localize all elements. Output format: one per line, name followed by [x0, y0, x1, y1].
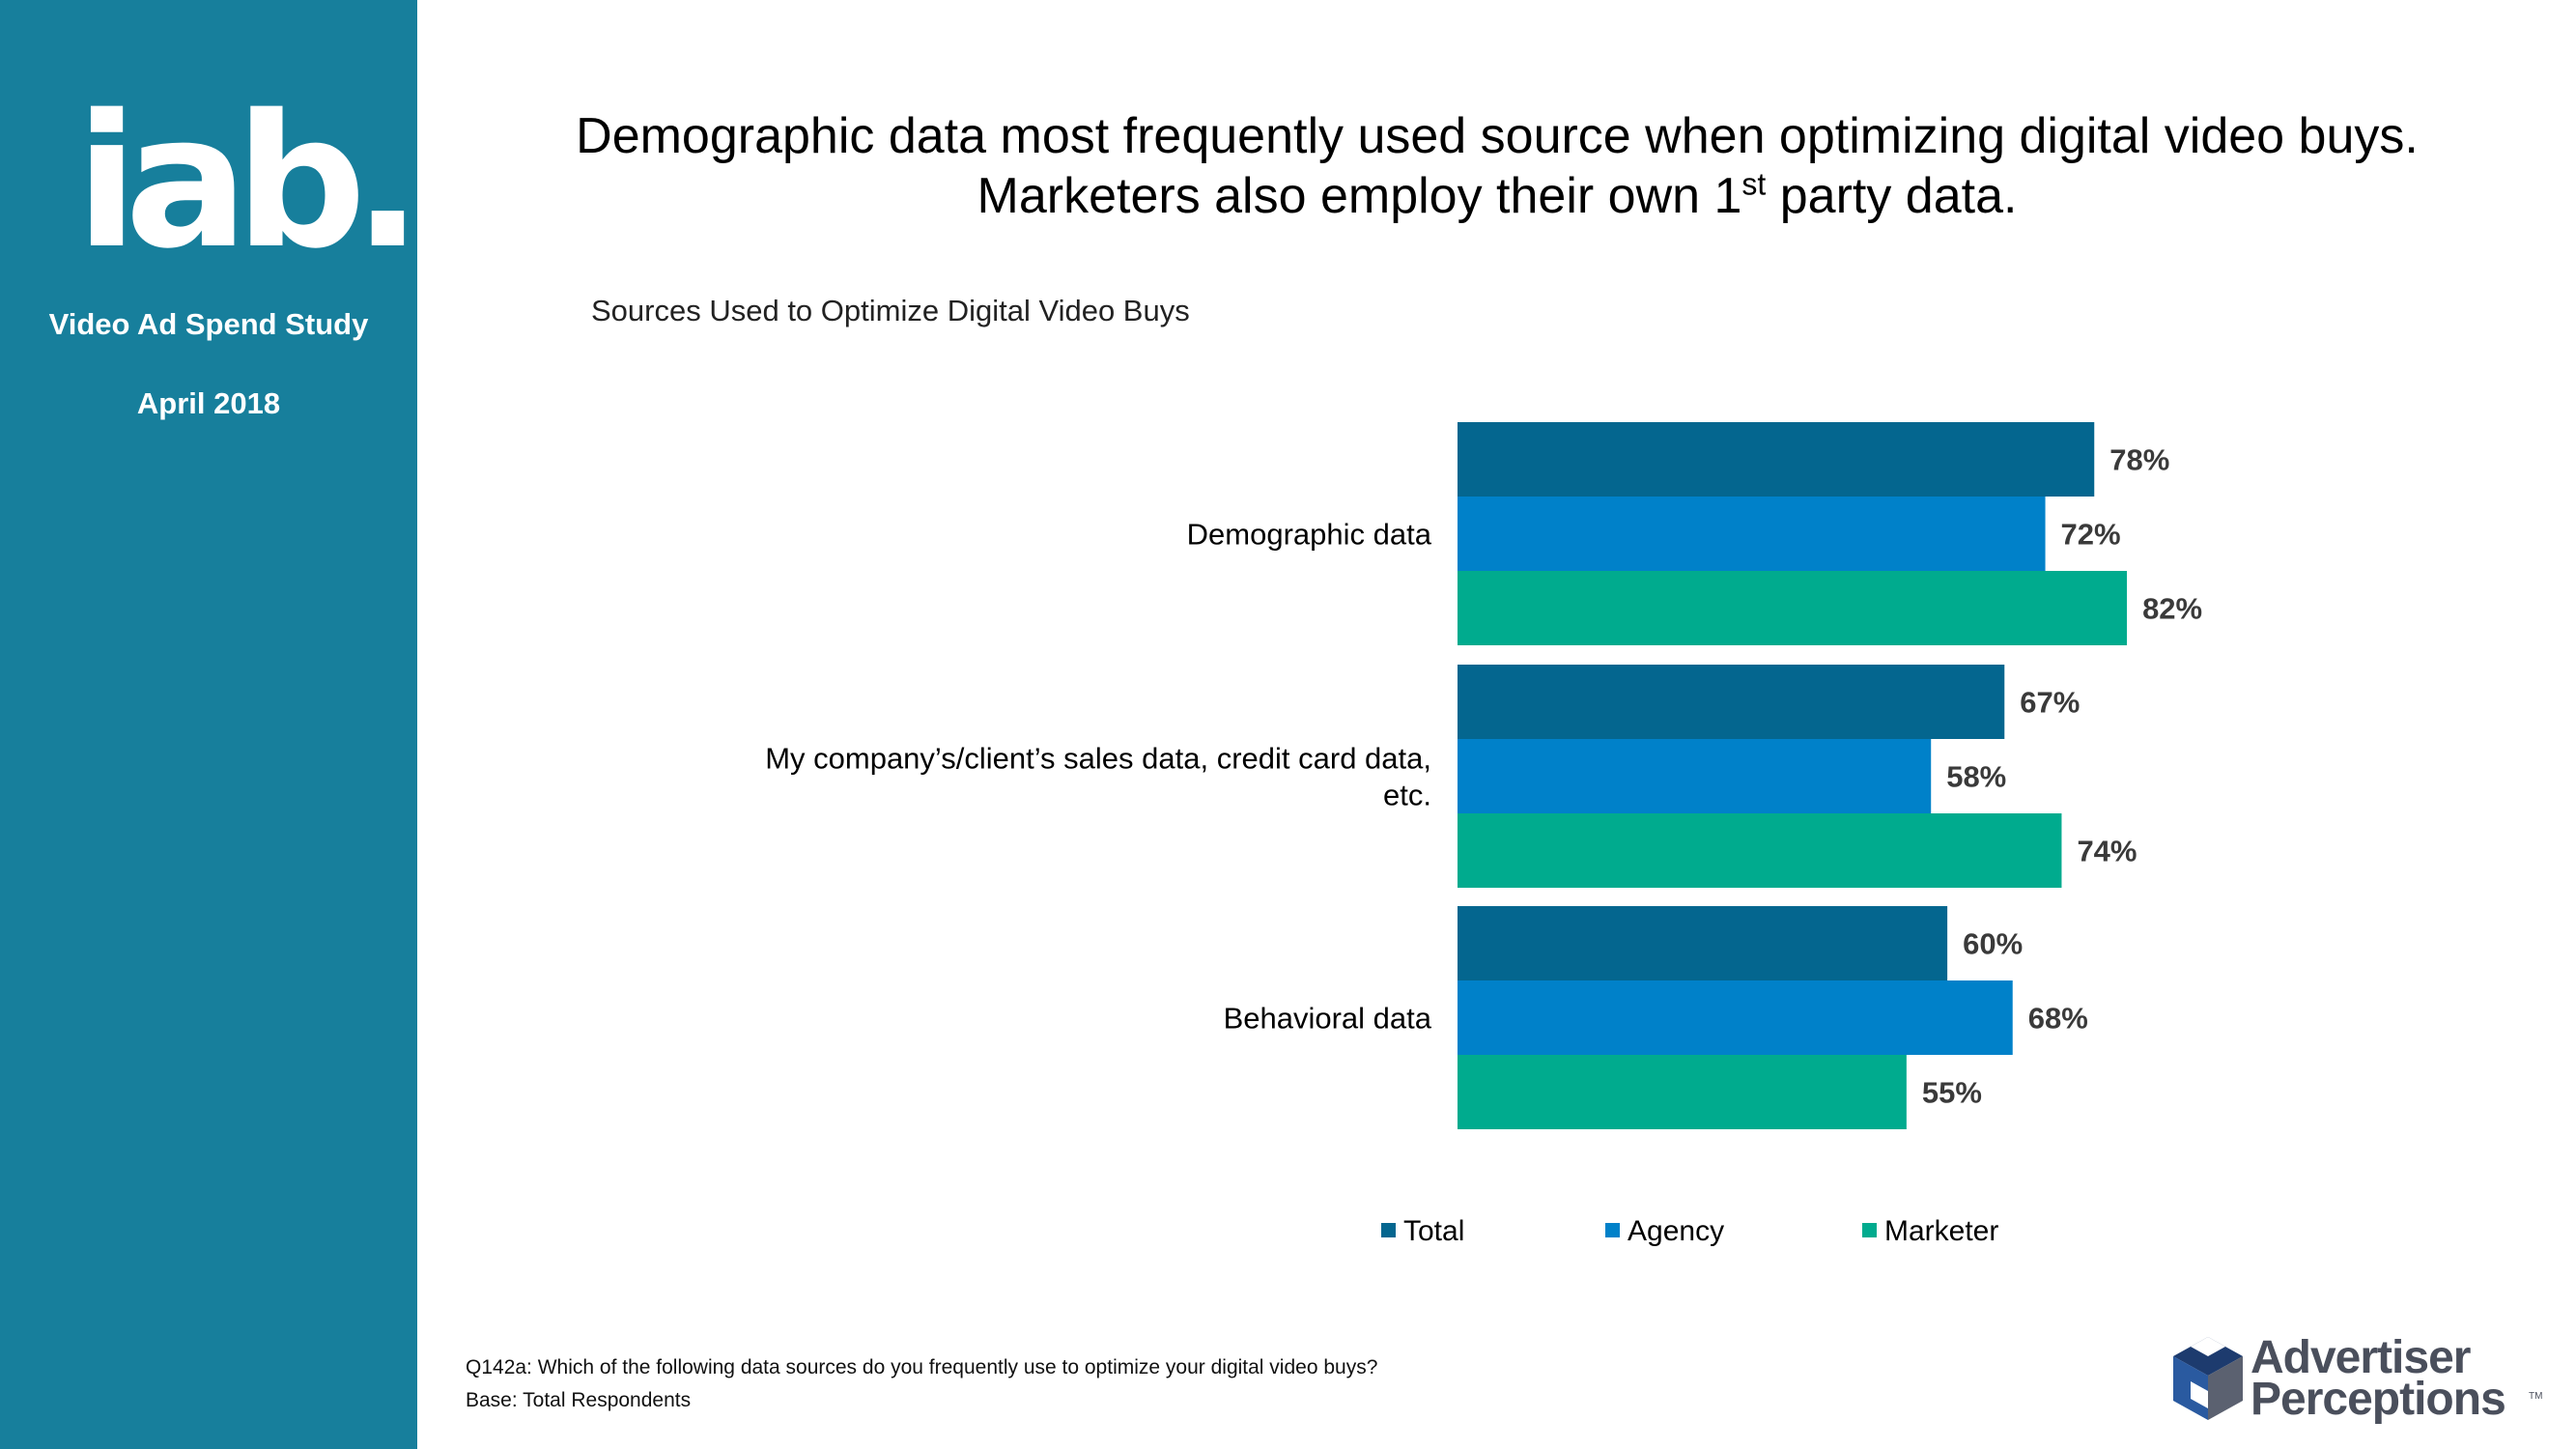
bar-agency [1458, 497, 2046, 571]
brand-name: Advertiser Perceptions [2250, 1332, 2506, 1425]
legend-item-agency: Agency [1605, 1215, 1724, 1248]
chart-legend: Total Agency Marketer [0, 1215, 2576, 1254]
trademark-mark: TM [2529, 1391, 2543, 1402]
bar-marketer [1458, 1055, 1907, 1129]
iab-logo: iab. [75, 81, 423, 284]
data-label: 68% [2028, 1002, 2088, 1036]
legend-label: Total [1403, 1215, 1465, 1247]
brand-line-2: Perceptions [2250, 1374, 2506, 1425]
category-label: Demographic data [1187, 518, 1432, 552]
headline-line-2-text: Marketers also employ their own 1 [977, 168, 1742, 224]
bar-marketer [1458, 813, 2062, 888]
page-title: Demographic data most frequently used so… [454, 106, 2540, 226]
data-label: 78% [2109, 443, 2169, 477]
bar-total [1458, 665, 2005, 739]
sidebar: iab. Video Ad Spend Study April 2018 [0, 0, 423, 1449]
footnote-question: Q142a: Which of the following data sourc… [466, 1356, 1378, 1378]
iab-logo-text: iab. [75, 75, 423, 289]
bar-agency [1458, 739, 1932, 813]
category-label: etc. [1383, 779, 1431, 812]
footnote: Q142a: Which of the following data sourc… [466, 1351, 1377, 1417]
legend-item-marketer: Marketer [1862, 1215, 1998, 1248]
data-label: 67% [2020, 686, 2080, 720]
headline-line-1: Demographic data most frequently used so… [576, 108, 2419, 164]
study-date: April 2018 [136, 386, 281, 420]
data-label: 58% [1946, 760, 2006, 794]
legend-label: Marketer [1884, 1215, 1999, 1247]
data-label: 82% [2142, 592, 2202, 626]
data-label: 74% [2077, 835, 2137, 868]
legend-swatch [1381, 1222, 1396, 1237]
category-label: Behavioral data [1224, 1002, 1432, 1036]
headline-line-2-tail: party data. [1766, 168, 2018, 224]
chart-title: Sources Used to Optimize Digital Video B… [591, 294, 1190, 327]
bar-agency [1458, 980, 2013, 1055]
study-name: Video Ad Spend Study [48, 307, 369, 341]
bar-marketer [1458, 571, 2128, 645]
bar-total [1458, 906, 1948, 980]
bar-total [1458, 422, 2095, 497]
legend-label: Agency [1628, 1215, 1725, 1247]
footnote-base: Base: Total Respondents [466, 1389, 692, 1411]
brand-line-1: Advertiser [2250, 1332, 2471, 1383]
category-label: My company’s/client’s sales data, credit… [765, 742, 1431, 776]
headline-line-2: Marketers also employ their own 1st part… [454, 166, 2540, 226]
data-label: 55% [1922, 1076, 1982, 1110]
headline-superscript: st [1741, 166, 1767, 202]
legend-item-total: Total [1381, 1215, 1464, 1248]
legend-swatch [1862, 1222, 1877, 1237]
data-label: 60% [1963, 927, 2023, 961]
data-label: 72% [2061, 518, 2121, 552]
cube-icon [2173, 1337, 2243, 1420]
legend-swatch [1605, 1222, 1620, 1237]
advertiser-perceptions-logo: Advertiser Perceptions TM [2169, 1331, 2556, 1428]
